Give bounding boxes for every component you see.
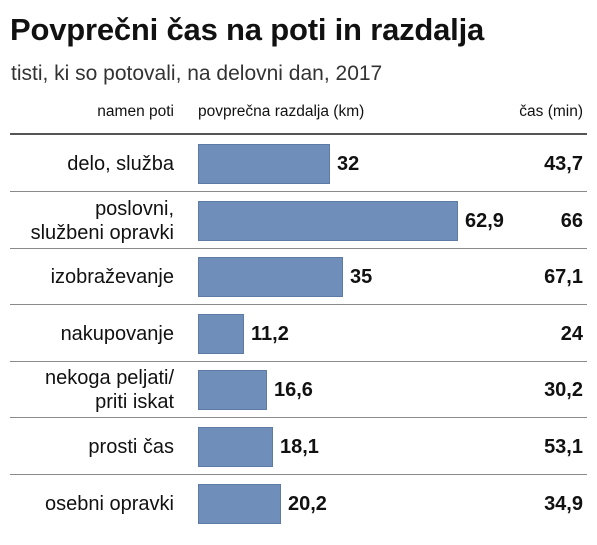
distance-bar xyxy=(198,314,244,354)
category-label-line: izobraževanje xyxy=(50,266,174,288)
distance-bar xyxy=(198,257,343,297)
category-label-line: osebni opravki xyxy=(45,493,174,515)
category-label-line: delo, služba xyxy=(67,153,174,175)
time-value: 34,9 xyxy=(544,493,583,515)
distance-value: 35 xyxy=(350,266,373,288)
category-label-line: službeni opravki xyxy=(30,222,174,244)
distance-bar xyxy=(198,201,458,241)
time-value: 24 xyxy=(560,323,583,345)
category-label: poslovni, službeni opravki xyxy=(4,197,174,245)
row-separator xyxy=(10,361,587,362)
row-separator xyxy=(10,191,587,192)
time-value: 43,7 xyxy=(544,153,583,175)
distance-value: 62,9 xyxy=(465,210,504,232)
distance-value: 32 xyxy=(337,153,360,175)
row-separator xyxy=(10,304,587,305)
category-label: nakupovanje xyxy=(4,322,174,346)
header-distance: povprečna razdalja (km) xyxy=(198,103,365,120)
category-label-line: poslovni, xyxy=(95,198,174,220)
distance-value: 20,2 xyxy=(288,493,327,515)
row-separator xyxy=(10,248,587,249)
time-value: 30,2 xyxy=(544,379,583,401)
category-label-line: prosti čas xyxy=(88,436,174,458)
distance-bar xyxy=(198,427,273,467)
distance-bar xyxy=(198,370,267,410)
distance-value: 18,1 xyxy=(280,436,319,458)
time-value: 67,1 xyxy=(544,266,583,288)
category-label: nekoga peljati/priti iskat xyxy=(4,366,174,414)
header-rule xyxy=(10,133,587,135)
category-label-line: nakupovanje xyxy=(60,323,174,345)
distance-value: 11,2 xyxy=(251,323,289,345)
row-separator xyxy=(10,417,587,418)
distance-bar xyxy=(198,484,281,524)
category-label: izobraževanje xyxy=(4,265,174,289)
category-label: delo, služba xyxy=(4,152,174,176)
category-label: osebni opravki xyxy=(4,492,174,516)
header-purpose: namen poti xyxy=(97,103,174,120)
time-value: 66 xyxy=(560,210,583,232)
category-label-line: nekoga peljati/ xyxy=(45,367,174,389)
chart-title: Povprečni čas na poti in razdalja xyxy=(10,12,485,47)
chart-subtitle: tisti, ki so potovali, na delovni dan, 2… xyxy=(11,62,383,85)
distance-value: 16,6 xyxy=(274,379,313,401)
category-label: prosti čas xyxy=(4,435,174,459)
category-label-line: priti iskat xyxy=(95,391,174,413)
header-time: čas (min) xyxy=(519,103,583,120)
distance-bar xyxy=(198,144,330,184)
time-value: 53,1 xyxy=(544,436,583,458)
row-separator xyxy=(10,474,587,475)
